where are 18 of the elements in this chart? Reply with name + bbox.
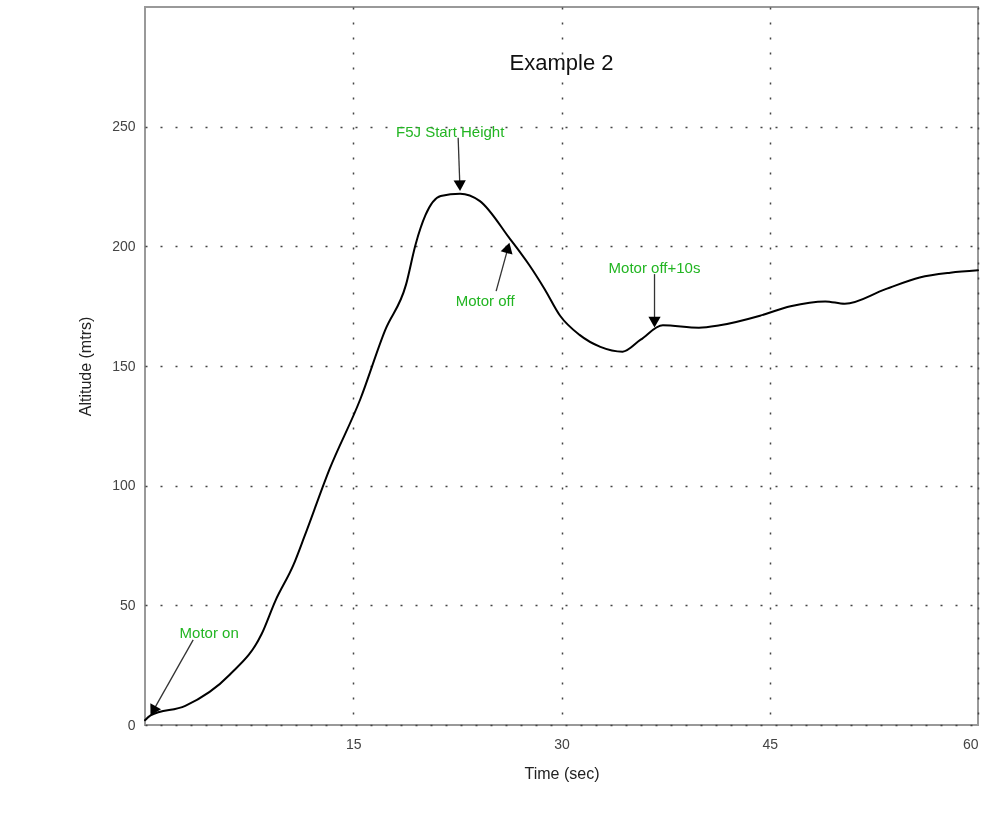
- x-tick-label: 60: [962, 735, 979, 752]
- x-axis-title: Time (sec): [524, 764, 600, 782]
- y-tick-label: 0: [127, 716, 136, 733]
- annotation: Motor on: [179, 623, 239, 641]
- line-series: [144, 192, 979, 722]
- annotation: Motor off: [455, 292, 516, 310]
- x-tick-label: 45: [762, 735, 779, 752]
- x-tick-label: 15: [345, 735, 362, 752]
- y-tick-label: 150: [112, 357, 136, 374]
- y-tick-label: 100: [112, 477, 136, 494]
- x-tick-label: 30: [554, 735, 570, 752]
- y-axis-title: Altitude (mtrs): [77, 316, 95, 417]
- annotation: F5J Start Height: [395, 122, 506, 140]
- y-tick-label: 250: [112, 118, 136, 135]
- text: Example 2: [509, 50, 614, 75]
- annotation: Motor off+10s: [608, 259, 701, 277]
- y-tick-label: 50: [119, 596, 136, 613]
- y-tick-label: 200: [112, 237, 136, 254]
